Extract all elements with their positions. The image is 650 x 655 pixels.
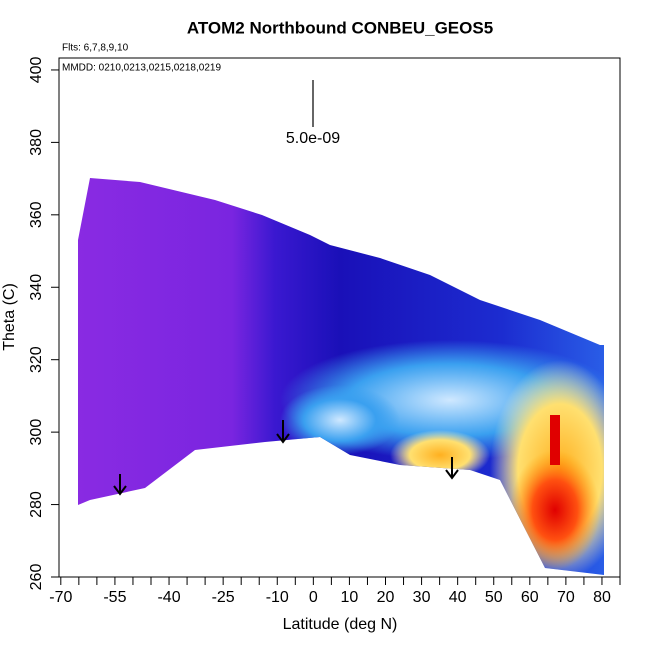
note: Flts: 6,7,8,9,10 [62, 43, 129, 54]
y-tick-label: 340 [28, 274, 45, 301]
y-tick-label: 400 [28, 57, 45, 84]
y-tick-label: 280 [28, 491, 45, 518]
x-tick-label: 80 [593, 589, 611, 606]
x-tick-label: 0 [309, 589, 318, 606]
scale-label: 5.0e-09 [286, 130, 340, 147]
y-tick-label: 260 [28, 564, 45, 591]
y-tick-label: 380 [28, 129, 45, 156]
x-tick-label: -55 [103, 589, 126, 606]
y-tick-label: 360 [28, 201, 45, 228]
x-tick-label: 40 [449, 589, 467, 606]
arrows [113, 80, 459, 496]
x-tick-label: -70 [49, 589, 72, 606]
x-tick-label: 10 [341, 589, 359, 606]
note: MMDD: 0210,0213,0215,0218,0219 [62, 63, 221, 74]
y-axis-title: Theta (C) [1, 283, 18, 351]
x-tick-label: 60 [521, 589, 539, 606]
plot-frame [58, 57, 621, 578]
x-tick-label: 20 [377, 589, 395, 606]
x-tick-label: -25 [212, 589, 235, 606]
curtain-field [78, 178, 604, 575]
x-tick-label: 50 [485, 589, 503, 606]
x-tick-label: -10 [266, 589, 289, 606]
x-tick-label: -40 [157, 589, 180, 606]
chart-title: ATOM2 Northbound CONBEU_GEOS5 [187, 18, 493, 37]
y-tick-label: 300 [28, 419, 45, 446]
x-tick-label: 70 [557, 589, 575, 606]
x-tick-label: 30 [413, 589, 431, 606]
y-tick-label: 320 [28, 346, 45, 373]
x-axis-title: Latitude (deg N) [283, 616, 398, 633]
